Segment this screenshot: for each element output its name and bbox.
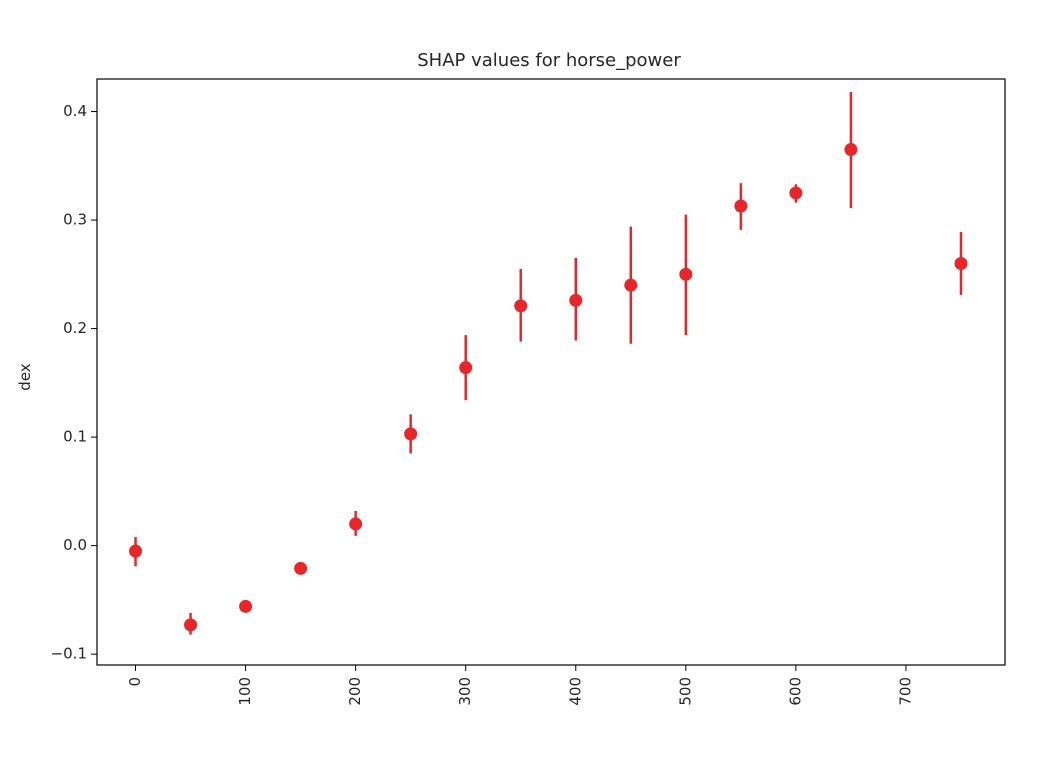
data-point xyxy=(734,199,748,213)
plot-frame xyxy=(96,78,1006,666)
data-point xyxy=(129,544,143,558)
data-point xyxy=(184,618,198,632)
y-tick-label: 0.3 xyxy=(63,211,87,229)
x-tick-label: 0 xyxy=(126,677,144,687)
y-tick-label: 0.2 xyxy=(63,319,87,337)
x-tick-label: 100 xyxy=(236,677,254,706)
y-tick-label: 0.1 xyxy=(63,428,87,446)
data-point xyxy=(624,278,638,292)
y-tick-label: −0.1 xyxy=(51,645,87,663)
data-point xyxy=(679,267,693,281)
y-tick-label: 0.0 xyxy=(63,536,87,554)
data-point xyxy=(954,256,968,270)
data-point xyxy=(349,517,363,531)
x-tick-label: 300 xyxy=(456,677,474,706)
axis-ticks: 0 100 200 300 400 500 600 700 −0.1 0.0 0.1 0.2 0.3 0.… xyxy=(51,102,915,706)
data-point xyxy=(844,143,858,157)
x-tick-label: 400 xyxy=(566,677,584,706)
y-tick-label: 0.4 xyxy=(63,102,87,120)
y-axis-title: dex xyxy=(16,363,34,390)
x-tick-label: 600 xyxy=(786,677,804,706)
data-point xyxy=(294,561,308,575)
data-point xyxy=(459,361,473,375)
x-tick-label: 200 xyxy=(346,677,364,706)
data-point xyxy=(789,186,803,200)
data-point xyxy=(404,427,418,441)
data-point xyxy=(569,293,583,307)
data-point xyxy=(514,299,528,313)
data-marks xyxy=(129,92,968,635)
x-tick-label: 700 xyxy=(896,677,914,706)
data-point xyxy=(239,599,253,613)
chart-title: SHAP values for horse_power xyxy=(417,50,681,71)
x-tick-label: 500 xyxy=(676,677,694,706)
